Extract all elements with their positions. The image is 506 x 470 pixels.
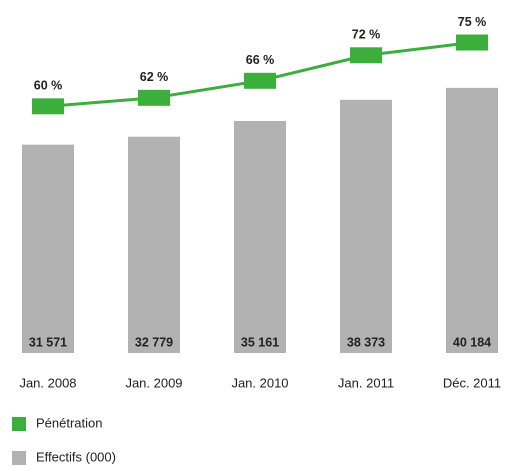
line-value-label: 75 %: [458, 15, 487, 29]
bar: [128, 136, 180, 353]
legend-swatch: [12, 451, 26, 465]
bar: [22, 144, 74, 353]
legend-swatch: [12, 417, 26, 431]
line-value-label: 72 %: [352, 28, 381, 42]
x-tick-label: Jan. 2008: [19, 375, 76, 390]
bar: [446, 87, 498, 353]
legend-label: Effectifs (000): [36, 449, 116, 464]
line-marker: [244, 72, 276, 89]
bar-value-label: 32 779: [135, 335, 173, 349]
x-tick-label: Déc. 2011: [443, 375, 501, 390]
x-tick-label: Jan. 2011: [338, 375, 394, 390]
bar: [234, 121, 286, 354]
line-marker: [32, 98, 64, 115]
bar-value-label: 31 571: [29, 335, 67, 349]
bar-value-label: 40 184: [453, 335, 491, 349]
line-value-label: 66 %: [246, 53, 275, 67]
line-marker: [456, 34, 488, 51]
bar: [340, 99, 392, 353]
x-tick-label: Jan. 2009: [125, 375, 182, 390]
line-marker: [350, 47, 382, 64]
line-value-label: 62 %: [140, 70, 169, 84]
line-value-label: 60 %: [34, 79, 63, 93]
legend-label: Pénétration: [36, 415, 103, 430]
bar-value-label: 35 161: [241, 335, 279, 349]
x-tick-label: Jan. 2010: [231, 375, 288, 390]
bar-value-label: 38 373: [347, 335, 385, 349]
line-marker: [138, 89, 170, 106]
